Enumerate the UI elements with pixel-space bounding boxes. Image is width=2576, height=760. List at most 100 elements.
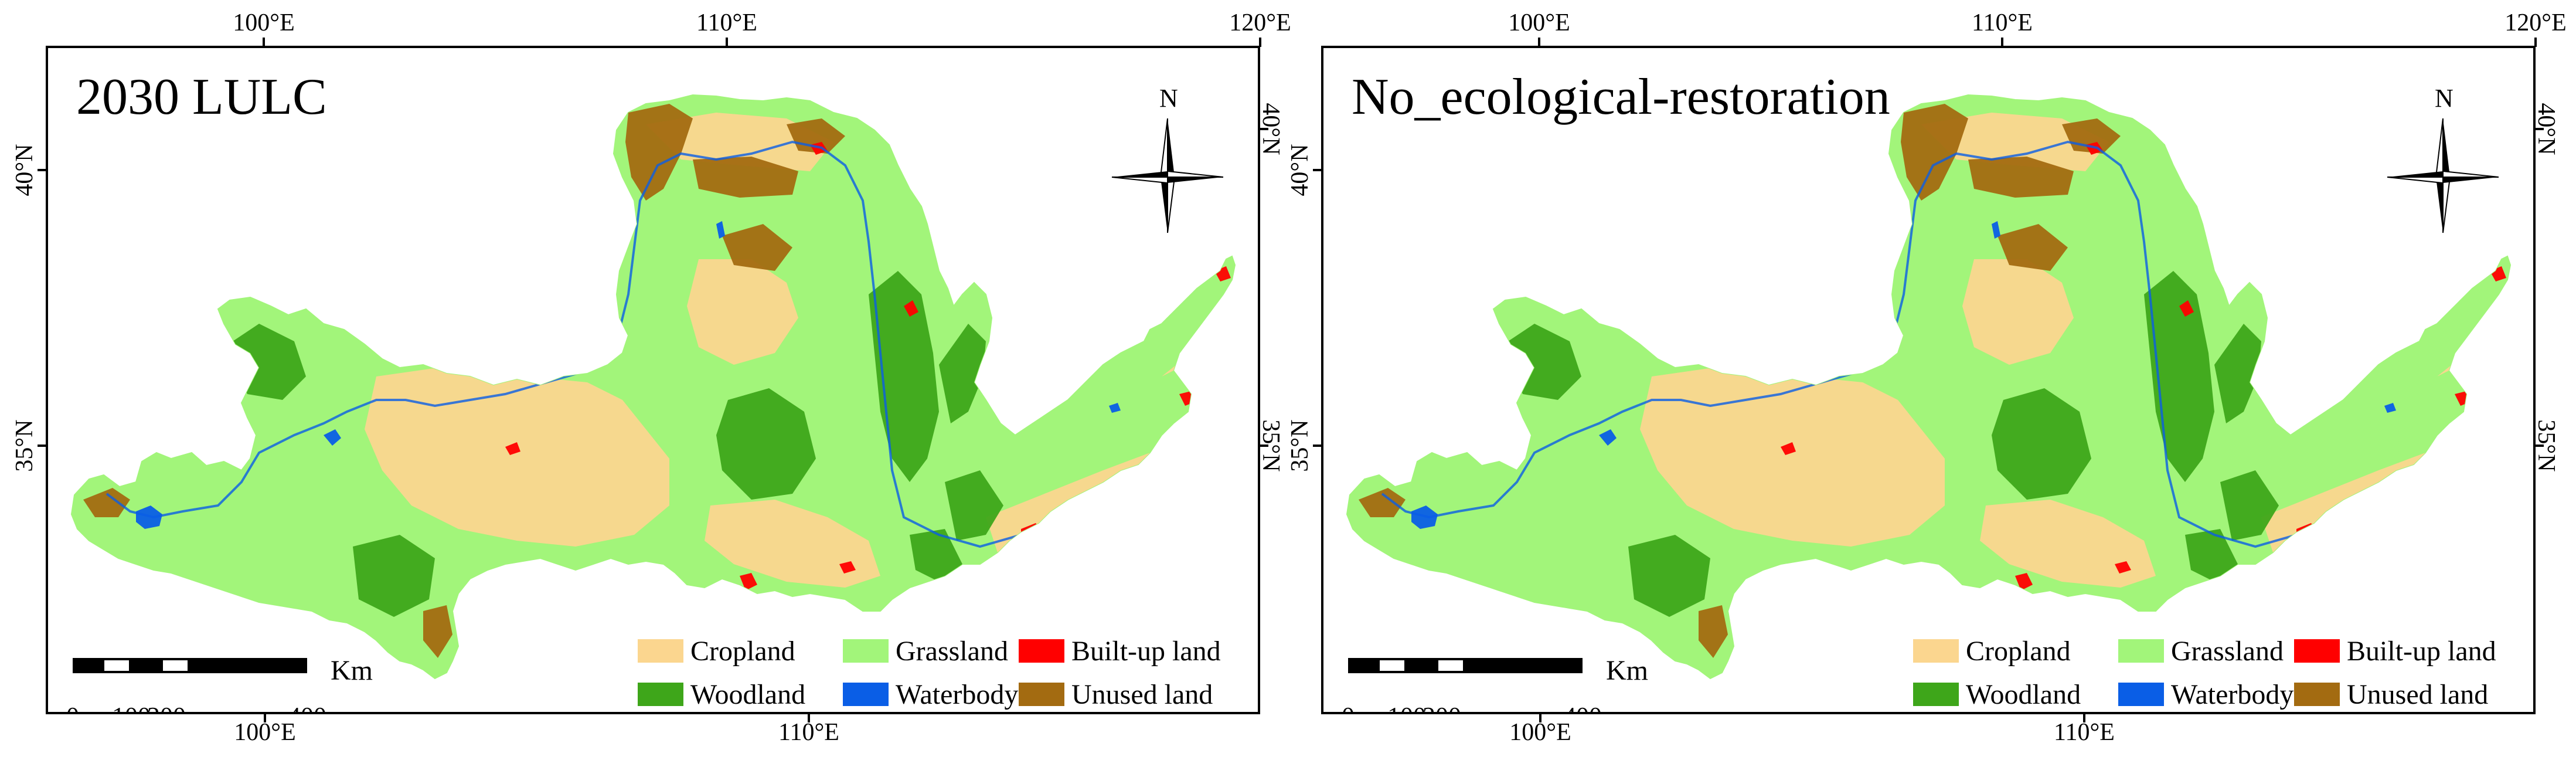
top-tick-mark [1259,38,1261,47]
waterbody-area [2384,403,2396,413]
north-arrow-icon: N [1109,83,1226,236]
built-up-area [505,442,520,455]
legend-label: Grassland [2171,635,2284,667]
left-tick-mark [1313,445,1322,447]
legend-item: Unused land [2294,677,2488,712]
scale-bar-label: 400 [288,701,326,712]
right-tick-mark [1259,445,1268,447]
map-frame: 2030 LULC N 0 100200 400 Km Cropland Grassland B… [46,46,1260,714]
waterbody-area [716,221,725,239]
legend-label: Waterbody [2171,678,2294,710]
legend-label: Cropland [690,635,795,667]
left-tick-mark [38,169,47,171]
scale-bar-segment [1436,658,1465,673]
basin-map [1346,94,2512,680]
left-tick-mark [38,445,47,447]
scale-bar-segment [161,658,190,673]
bottom-tick-label: 110°E [2054,719,2115,746]
legend-label: Waterbody [896,678,1019,710]
top-tick-label: 100°E [233,9,295,36]
unused-land-area [1699,605,1728,658]
waterbody-area [324,429,341,446]
unused-land-area [1901,104,1968,201]
left-tick-label: 35°N [1287,419,1313,472]
legend: Cropland Grassland Built-up land Woodland Wa… [1913,633,2533,712]
woodland-area [910,529,962,582]
unused-land-area [423,605,452,658]
map-title: No_ecological-restoration [1352,69,1890,125]
woodland-area [353,535,435,617]
cropland-area [1962,259,2074,365]
scale-bar-unit: Km [331,655,373,686]
legend-swatch [2118,639,2164,663]
unused-land-area [625,104,693,201]
scale-bar-segment [73,658,102,673]
scale-bar-unit: Km [1606,655,1648,686]
scale-bar-label: 0 [1342,701,1355,712]
woodland-area [1992,388,2091,500]
scale-bar-label: 0 [66,701,79,712]
waterbody-area [1992,221,2000,239]
legend-item: Grassland [843,633,1008,669]
woodland-area [2220,470,2279,541]
left-tick-mark [1313,169,1322,171]
legend-item: Built-up land [1019,633,1221,669]
legend-label: Unused land [1071,678,1213,710]
woodland-area [945,470,1003,541]
north-label: N [1159,84,1178,113]
woodland-area [716,388,816,500]
legend-swatch [638,683,683,706]
cropland-area [1980,500,2156,588]
scale-bar-segment [190,658,307,673]
scale-bar-label: 100 [1387,701,1426,712]
legend-item: Cropland [1913,633,2071,669]
legend-swatch [2294,639,2340,663]
top-tick-label: 120°E [2504,9,2567,36]
top-tick-label: 120°E [1229,9,1291,36]
right-tick-mark [2534,445,2544,447]
cropland-area [365,365,669,547]
legend-item: Waterbody [2118,677,2293,712]
unused-land-area [529,347,570,376]
built-up-area [2015,573,2033,591]
woodland-area [939,324,986,423]
top-tick-mark [2534,38,2537,47]
legend-label: Woodland [690,678,806,710]
legend-label: Built-up land [1071,635,1221,667]
cropland-area [687,259,798,365]
compass-rose [2387,118,2499,233]
left-tick-label: 40°N [11,144,38,196]
legend-swatch [843,683,889,706]
legend-item: Woodland [1913,677,2081,712]
scale-bar-segment [1407,658,1436,673]
legend-label: Woodland [1966,678,2081,710]
left-tick-label: 35°N [11,419,38,472]
scale-bar-segment [1377,658,1407,673]
legend-label: Cropland [1966,635,2071,667]
legend-swatch [843,639,889,663]
built-up-area [904,300,918,317]
scale-bar-label: 200 [1423,701,1461,712]
bottom-tick-label: 110°E [778,719,839,746]
right-tick-mark [1259,128,1268,130]
bottom-tick-mark [264,713,266,722]
top-tick-mark [1538,38,1540,47]
waterbody-area [1109,403,1121,413]
map-panel-1: 100°E 110°E 120°E 100°E 110°E 40°N 35°N 40°N 35°… [0,0,1291,760]
scale-bar-segment [131,658,161,673]
legend-label: Built-up land [2347,635,2496,667]
scale-bar-label: 200 [147,701,186,712]
north-arrow-icon: N [2384,83,2502,236]
waterbody-area [1599,429,1617,446]
legend-swatch [2294,683,2340,706]
top-tick-mark [2001,38,2003,47]
top-tick-mark [263,38,265,47]
top-tick-label: 100°E [1508,9,1570,36]
unused-land-area [1968,157,2074,198]
legend-item: Cropland [638,633,795,669]
scale-bar-segment [102,658,131,673]
scale-bar-segment [1465,658,1583,673]
legend-item: Unused land [1019,677,1213,712]
unused-land-area [1804,347,1845,376]
scale-bar-label: 100 [112,701,151,712]
